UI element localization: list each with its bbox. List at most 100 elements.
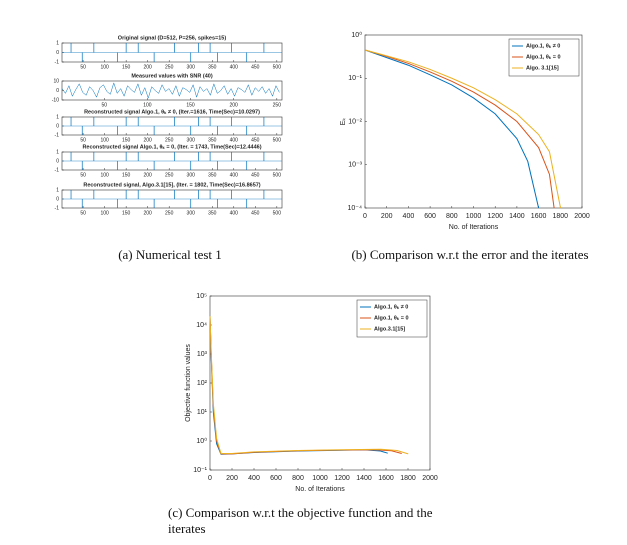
x-tick-label: 1600 — [531, 213, 547, 220]
x-tick-label: 1400 — [509, 213, 525, 220]
y-tick-label: 0 — [56, 158, 59, 164]
y-tick-label: 10⁴ — [196, 322, 207, 329]
y-tick-label: 10³ — [197, 351, 208, 358]
caption: (a) Numerical test 1 — [118, 247, 222, 262]
y-tick-label: 1 — [56, 149, 59, 155]
y-tick-label: -1 — [55, 205, 60, 211]
x-tick-label: 1200 — [334, 475, 350, 482]
signal-line — [61, 82, 280, 99]
x-tick-label: 150 — [122, 172, 131, 178]
chart-title: Reconstructed signal, Algo.3.1[15], (Ite… — [83, 182, 260, 188]
axes-box — [61, 80, 283, 101]
x-tick-label: 200 — [144, 172, 153, 178]
x-tick-label: 50 — [80, 172, 86, 178]
x-tick-label: 350 — [208, 210, 217, 216]
x-tick-label: 200 — [226, 475, 238, 482]
y-tick-label: 10² — [197, 380, 208, 387]
x-tick-label: 200 — [144, 137, 153, 143]
y-tick-label: 10⁻⁴ — [348, 205, 363, 212]
caption: (b) Comparison w.r.t the error and the i… — [351, 247, 589, 262]
y-tick-label: 10¹ — [197, 409, 208, 416]
x-tick-label: 200 — [381, 213, 393, 220]
x-tick-label: 50 — [80, 64, 86, 70]
x-tick-label: 250 — [165, 172, 174, 178]
x-tick-label: 300 — [187, 64, 196, 70]
legend-label: Algo.1, θₖ = 0 — [374, 315, 409, 321]
x-tick-label: 400 — [403, 213, 415, 220]
x-tick-label: 500 — [273, 210, 282, 216]
y-tick-label: 0 — [56, 123, 59, 129]
x-tick-label: 350 — [208, 172, 217, 178]
x-tick-label: 1200 — [487, 213, 503, 220]
x-tick-label: 150 — [186, 102, 195, 108]
x-tick-label: 1800 — [553, 213, 569, 220]
legend-label: Algo.1, θₖ ≠ 0 — [374, 304, 408, 310]
x-tick-label: 250 — [165, 64, 174, 70]
x-tick-label: 500 — [273, 172, 282, 178]
chart-title: Reconstructed signal Algo.1, θₖ ≠ 0, (It… — [84, 109, 260, 115]
x-tick-label: 250 — [165, 137, 174, 143]
x-tick-label: 250 — [165, 210, 174, 216]
x-tick-label: 1600 — [378, 475, 394, 482]
x-tick-label: 400 — [248, 475, 260, 482]
x-tick-label: 300 — [187, 210, 196, 216]
y-tick-label: 1 — [56, 40, 59, 46]
x-tick-label: 100 — [100, 137, 109, 143]
y-tick-label: 10⁻² — [348, 118, 362, 125]
y-tick-label: 1 — [56, 187, 59, 193]
x-tick-label: 1400 — [356, 475, 372, 482]
y-tick-label: -1 — [55, 167, 60, 173]
x-tick-label: 50 — [101, 102, 107, 108]
y-axis-label: Eₖ — [340, 118, 347, 126]
legend-label: Algo.3.1[15] — [374, 326, 405, 332]
x-tick-label: 400 — [230, 210, 239, 216]
x-tick-label: 450 — [251, 210, 260, 216]
series-line — [364, 49, 562, 209]
y-axis-label: Objective function values — [185, 344, 192, 422]
x-tick-label: 150 — [122, 64, 131, 70]
x-tick-label: 500 — [273, 64, 282, 70]
x-tick-label: 0 — [208, 475, 212, 482]
y-tick-label: 10 — [53, 78, 59, 84]
x-tick-label: 0 — [363, 213, 367, 220]
y-tick-label: -1 — [55, 132, 60, 138]
series-line — [364, 49, 555, 209]
x-tick-label: 450 — [251, 172, 260, 178]
x-tick-label: 350 — [208, 64, 217, 70]
y-tick-label: 0 — [56, 50, 59, 56]
x-tick-label: 800 — [292, 475, 304, 482]
x-tick-label: 100 — [143, 102, 152, 108]
y-tick-label: 1 — [56, 114, 59, 120]
x-tick-label: 400 — [230, 172, 239, 178]
x-tick-label: 1000 — [466, 213, 482, 220]
y-tick-label: -10 — [52, 97, 59, 103]
y-tick-label: 10⁰ — [196, 437, 207, 445]
x-axis-label: No. of Iterations — [449, 224, 499, 231]
x-tick-label: 450 — [251, 64, 260, 70]
chart-title: Original signal (D=512, P=256, spikes=15… — [118, 35, 227, 41]
x-tick-label: 2000 — [422, 475, 438, 482]
legend-label: Algo. 3.1[15] — [526, 65, 559, 71]
x-tick-label: 1000 — [312, 475, 328, 482]
x-tick-label: 350 — [208, 137, 217, 143]
x-tick-label: 150 — [122, 137, 131, 143]
y-tick-label: 10⁰ — [351, 31, 362, 39]
x-tick-label: 300 — [187, 137, 196, 143]
series-line — [209, 316, 409, 455]
x-tick-label: 250 — [273, 102, 282, 108]
x-tick-label: 100 — [100, 172, 109, 178]
x-tick-label: 450 — [251, 137, 260, 143]
y-tick-label: 10⁻¹ — [348, 75, 362, 82]
y-tick-label: -1 — [55, 59, 60, 65]
chart-title: Measured values with SNR (40) — [131, 73, 212, 79]
x-tick-label: 600 — [270, 475, 282, 482]
y-tick-label: 10⁵ — [196, 293, 207, 300]
series-line — [364, 49, 540, 209]
y-tick-label: 10⁻³ — [348, 162, 362, 169]
x-tick-label: 500 — [273, 137, 282, 143]
legend-label: Algo.1, θₖ ≠ 0 — [526, 43, 560, 49]
y-tick-label: 0 — [56, 196, 59, 202]
x-tick-label: 50 — [80, 137, 86, 143]
